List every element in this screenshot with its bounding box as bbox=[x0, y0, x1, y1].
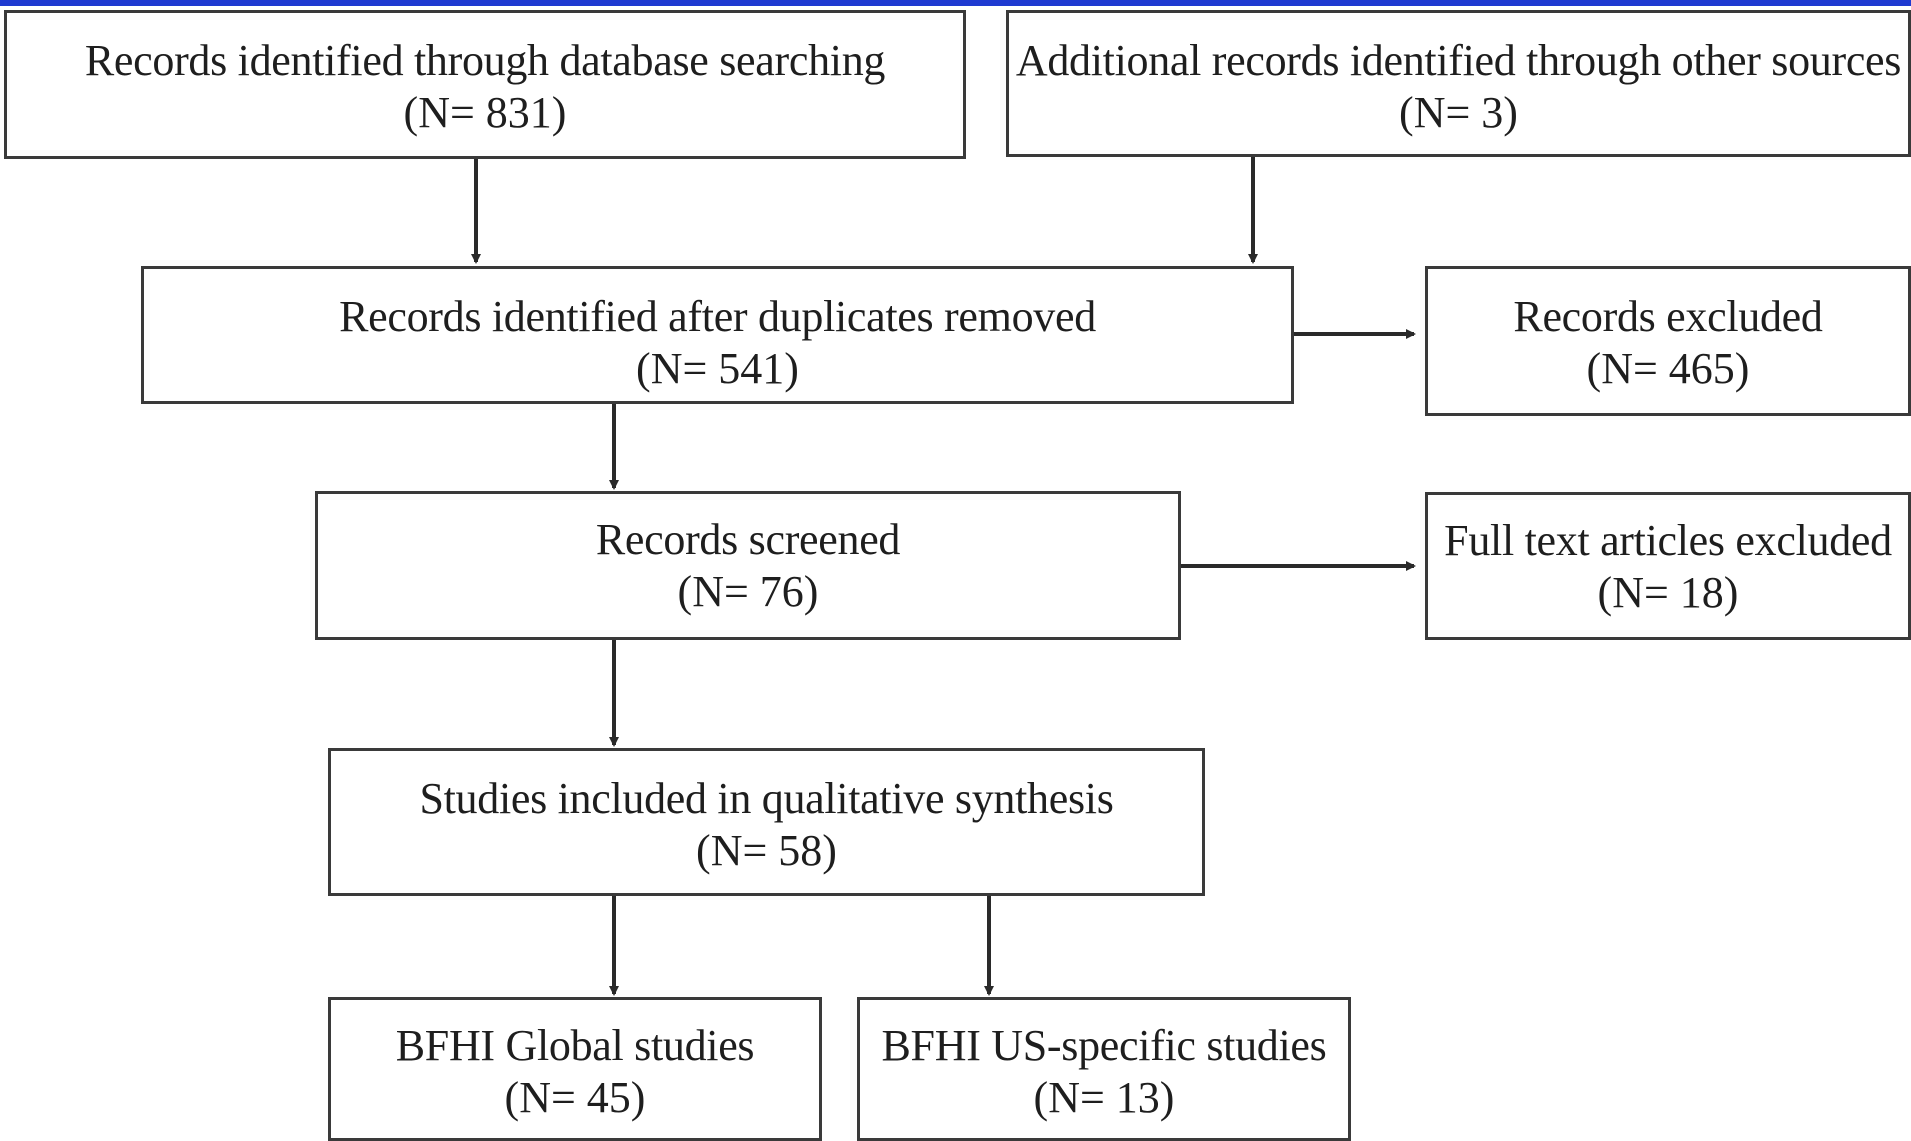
records-screened-label: Records screened bbox=[595, 515, 901, 564]
fulltext-excluded-count: (N= 18) bbox=[1597, 568, 1739, 617]
records-excluded-count: (N= 465) bbox=[1586, 344, 1750, 393]
fulltext-excluded-box: Full text articles excluded (N= 18) bbox=[1425, 492, 1911, 640]
identification-other-box: Additional records identified through ot… bbox=[1006, 10, 1911, 157]
global-studies-count: (N= 45) bbox=[504, 1073, 646, 1122]
identification-db-label: Records identified through database sear… bbox=[84, 36, 886, 85]
records-screened-box: Records screened (N= 76) bbox=[315, 491, 1181, 640]
identification-db-count: (N= 831) bbox=[403, 88, 567, 137]
studies-included-count: (N= 58) bbox=[696, 826, 837, 875]
records-screened-count: (N= 76) bbox=[677, 567, 819, 616]
records-excluded-label: Records excluded bbox=[1513, 292, 1823, 341]
global-studies-label: BFHI Global studies bbox=[395, 1021, 755, 1070]
global-studies-box: BFHI Global studies (N= 45) bbox=[328, 997, 822, 1141]
records-excluded-box: Records excluded (N= 465) bbox=[1425, 266, 1911, 416]
top-rule bbox=[0, 0, 1911, 6]
identification-db-box: Records identified through database sear… bbox=[4, 10, 966, 159]
studies-included-box: Studies included in qualitative synthesi… bbox=[328, 748, 1205, 896]
identification-other-label: Additional records identified through ot… bbox=[1015, 36, 1902, 85]
after-duplicates-count: (N= 541) bbox=[636, 344, 799, 393]
fulltext-excluded-label: Full text articles excluded bbox=[1444, 516, 1892, 565]
us-studies-box: BFHI US-specific studies (N= 13) bbox=[857, 997, 1351, 1141]
studies-included-label: Studies included in qualitative synthesi… bbox=[419, 774, 1114, 823]
after-duplicates-box: Records identified after duplicates remo… bbox=[141, 266, 1294, 404]
us-studies-label: BFHI US-specific studies bbox=[881, 1021, 1327, 1070]
us-studies-count: (N= 13) bbox=[1033, 1073, 1175, 1122]
identification-other-count: (N= 3) bbox=[1399, 88, 1518, 137]
after-duplicates-label: Records identified after duplicates remo… bbox=[339, 292, 1096, 341]
